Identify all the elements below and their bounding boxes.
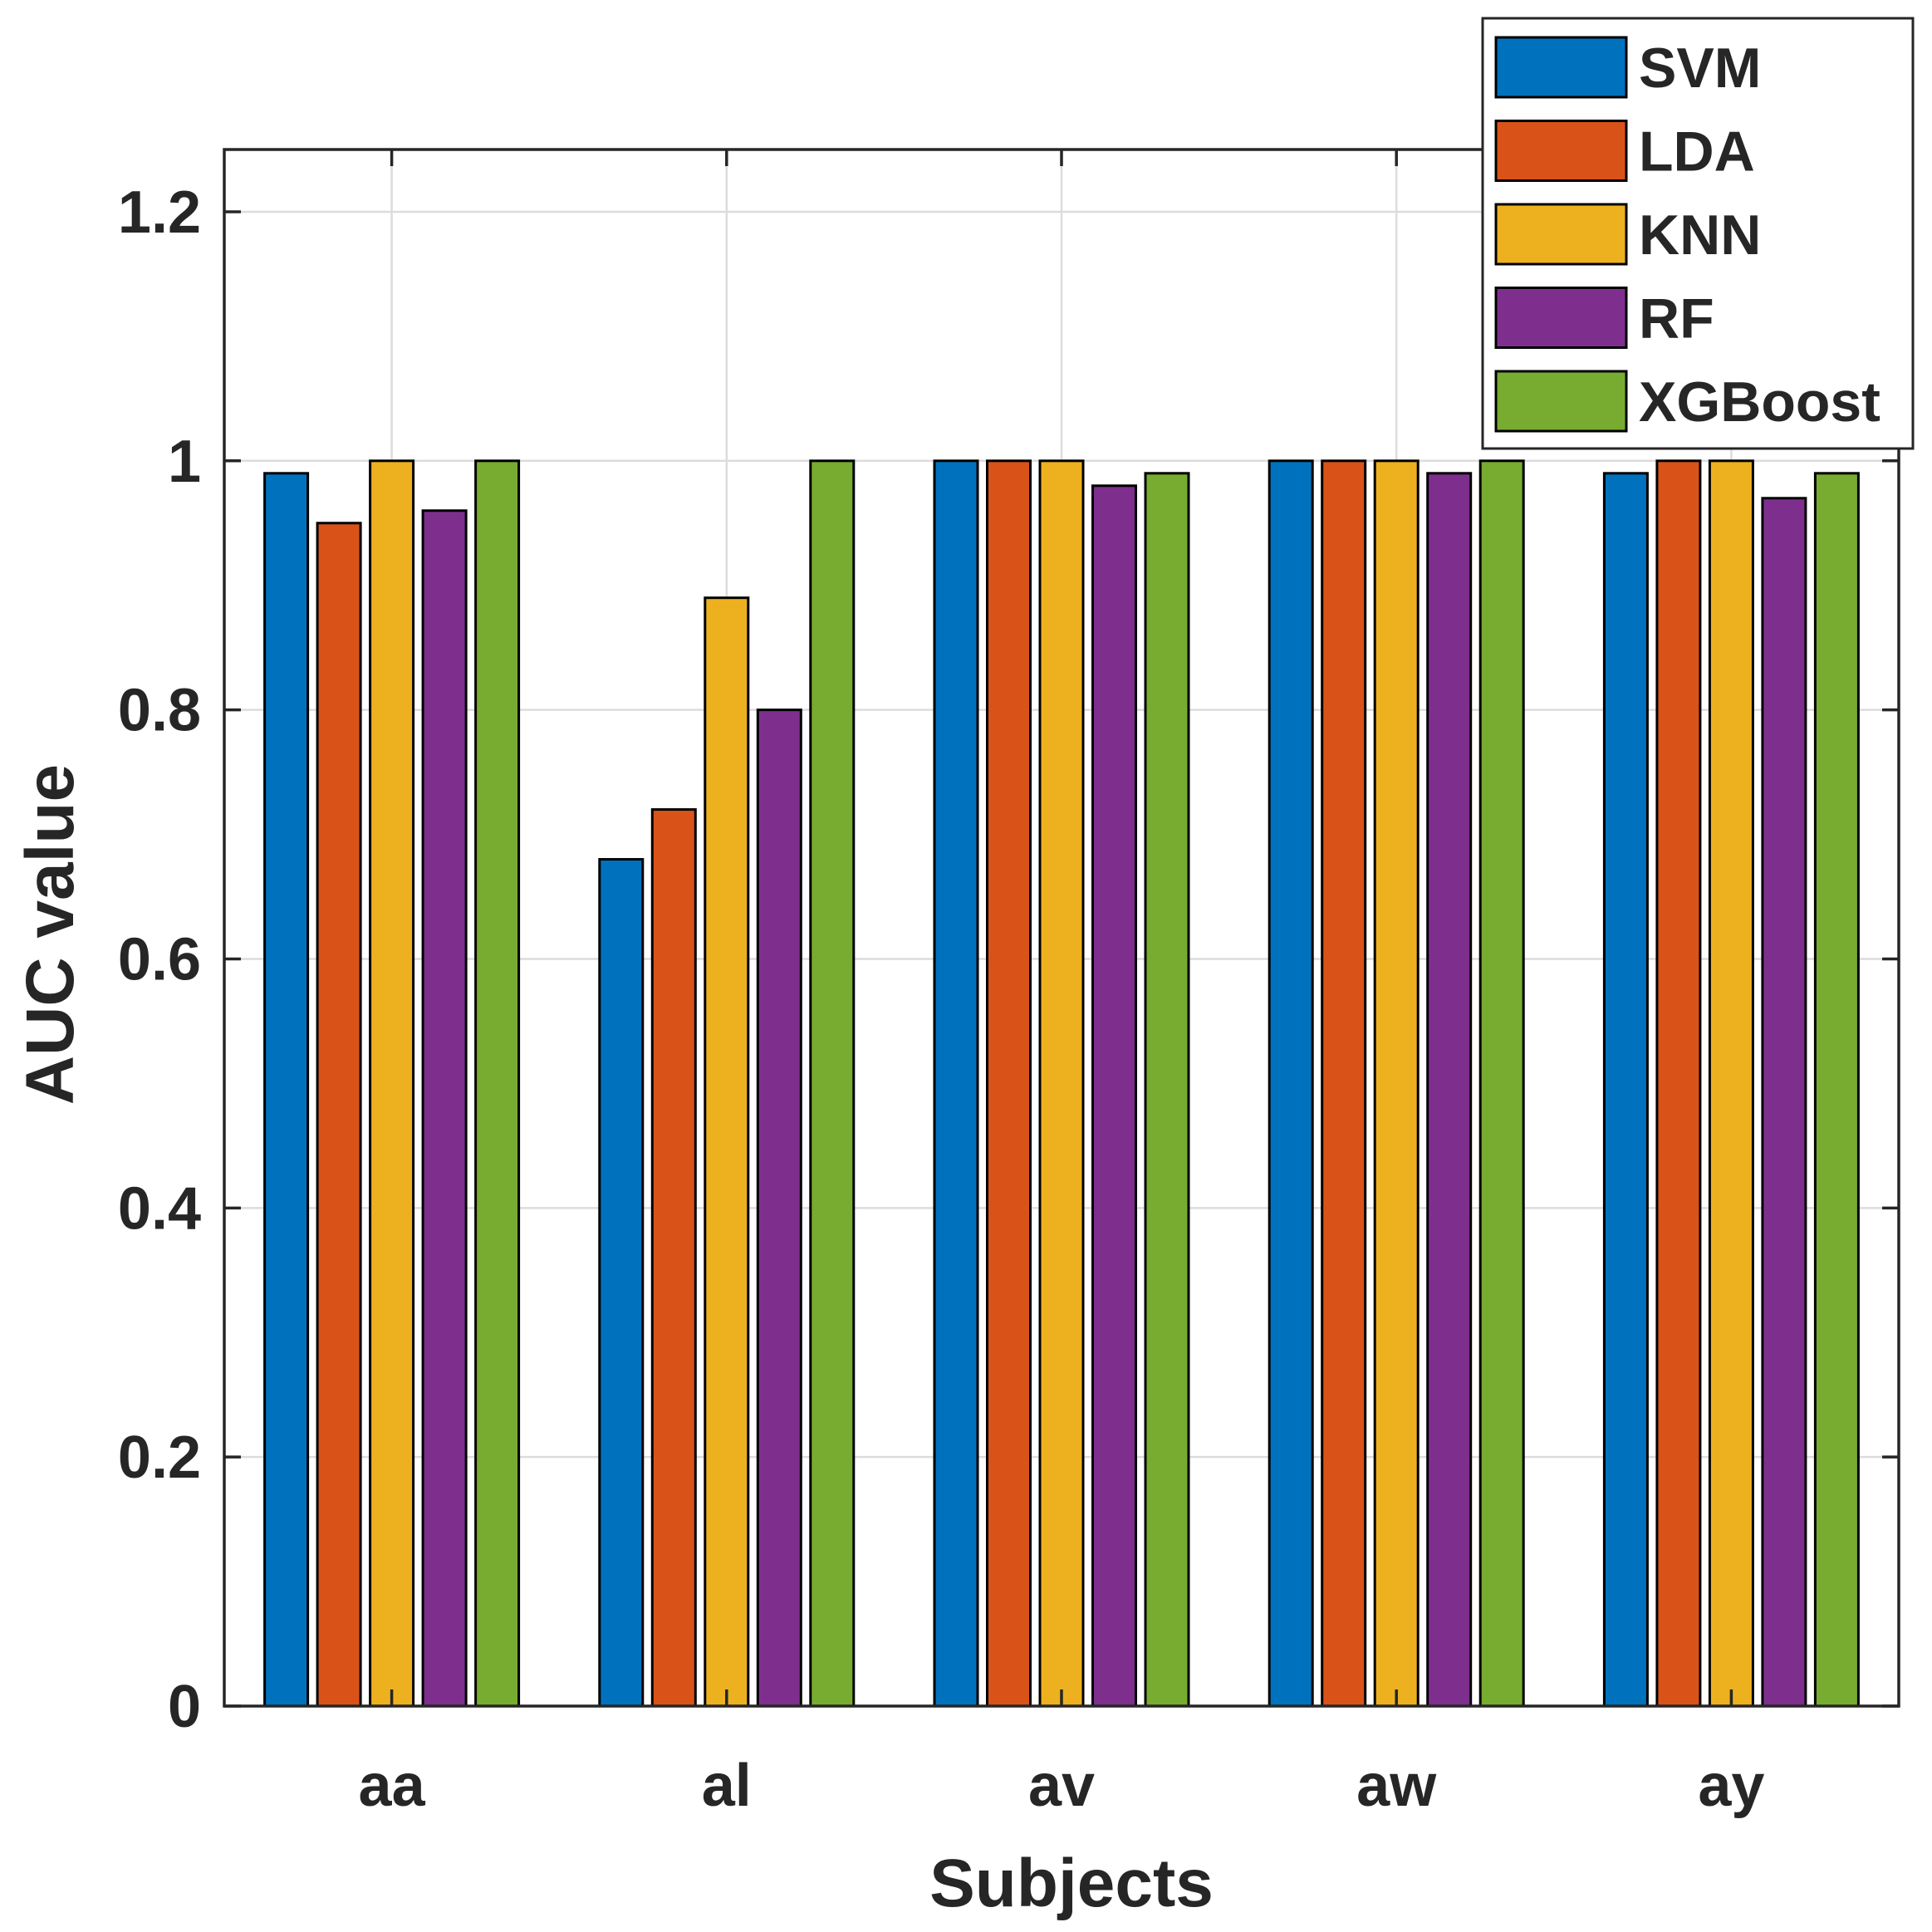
x-tick-label: ay	[1698, 1753, 1764, 1819]
bar-svm-aw	[1268, 459, 1314, 1708]
bar-xgboost-aw	[1478, 459, 1525, 1708]
legend: SVM LDA KNN RF XGBoost	[1481, 17, 1915, 450]
x-axis-title: Subjects	[929, 1846, 1214, 1921]
legend-label-svm: SVM	[1639, 37, 1761, 100]
legend-swatch-knn	[1494, 203, 1628, 266]
legend-swatch-xgboost	[1494, 370, 1628, 433]
bar-lda-aw	[1321, 459, 1367, 1708]
legend-swatch-lda	[1494, 120, 1628, 182]
bar-svm-ay	[1602, 472, 1649, 1708]
bar-svm-av	[933, 459, 979, 1708]
legend-swatch-rf	[1494, 287, 1628, 349]
x-tick-label: aa	[359, 1753, 426, 1819]
bar-knn-aa	[369, 459, 415, 1708]
bar-xgboost-al	[809, 459, 856, 1708]
bar-lda-av	[986, 459, 1032, 1708]
bar-lda-aa	[316, 522, 362, 1708]
bar-rf-aa	[421, 509, 468, 1708]
y-tick-label: 1.2	[118, 179, 201, 246]
legend-label-lda: LDA	[1639, 120, 1755, 184]
bar-lda-ay	[1655, 459, 1702, 1708]
bar-xgboost-aa	[474, 459, 521, 1708]
legend-swatch-svm	[1494, 36, 1628, 99]
bar-rf-av	[1091, 484, 1137, 1708]
bar-rf-aw	[1426, 472, 1473, 1708]
bar-knn-aw	[1373, 459, 1420, 1708]
bar-svm-aa	[263, 472, 310, 1708]
bar-knn-ay	[1708, 459, 1754, 1708]
y-axis-title: AUC value	[12, 764, 88, 1105]
y-tick-label: 0	[168, 1674, 201, 1740]
bar-knn-al	[704, 596, 750, 1708]
bar-svm-al	[598, 858, 645, 1708]
legend-label-xgboost: XGBoost	[1639, 370, 1881, 434]
bar-rf-al	[756, 709, 802, 1708]
bar-xgboost-av	[1144, 472, 1190, 1708]
x-tick-label: al	[702, 1753, 752, 1819]
y-tick-label: 0.8	[118, 678, 201, 744]
bar-xgboost-ay	[1813, 472, 1860, 1708]
bar-lda-al	[650, 808, 697, 1708]
x-tick-label: aw	[1356, 1753, 1437, 1819]
bar-rf-ay	[1761, 497, 1807, 1708]
y-tick-label: 0.2	[118, 1424, 201, 1491]
y-tick-label: 0.4	[118, 1175, 201, 1242]
legend-label-knn: KNN	[1639, 203, 1761, 267]
legend-label-rf: RF	[1639, 287, 1714, 351]
bar-knn-av	[1038, 459, 1085, 1708]
bars-layer	[263, 459, 1860, 1708]
ticks-layer: 0 0.2 0.4 0.6 0.8 1 1.2 aa al av aw ay	[118, 150, 1899, 1819]
x-tick-label: av	[1028, 1753, 1095, 1819]
y-tick-label: 0.6	[118, 926, 201, 993]
y-tick-label: 1	[168, 429, 201, 495]
